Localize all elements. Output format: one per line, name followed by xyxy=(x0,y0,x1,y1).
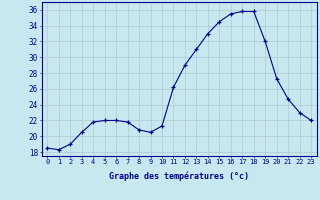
X-axis label: Graphe des températures (°c): Graphe des températures (°c) xyxy=(109,171,249,181)
